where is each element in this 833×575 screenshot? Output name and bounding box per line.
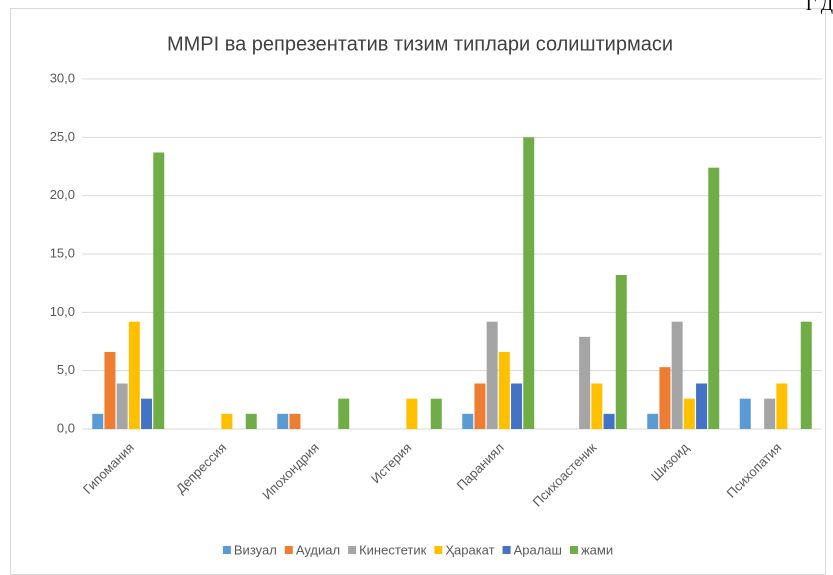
bar xyxy=(141,398,153,429)
bar xyxy=(92,413,104,429)
bar xyxy=(462,413,474,429)
y-tick-label: 20,0 xyxy=(50,187,75,202)
legend-swatch xyxy=(569,546,578,554)
bar xyxy=(696,383,708,429)
legend-label: жами xyxy=(581,542,613,557)
y-tick-label: 25,0 xyxy=(50,129,75,144)
y-tick-label: 15,0 xyxy=(50,245,75,260)
y-tick-label: 5,0 xyxy=(57,362,75,377)
bar xyxy=(764,398,776,429)
legend-label: Визуал xyxy=(234,542,277,557)
legend-swatch xyxy=(348,546,357,554)
bar xyxy=(591,383,603,429)
bar xyxy=(659,367,671,429)
bar xyxy=(683,398,695,429)
bar xyxy=(671,321,683,429)
chart-area xyxy=(10,8,826,575)
bar xyxy=(647,413,659,429)
bar xyxy=(708,167,720,429)
bar xyxy=(776,383,788,429)
legend-swatch xyxy=(434,546,443,554)
bar xyxy=(615,275,627,429)
bar xyxy=(430,398,442,429)
y-tick-label: 30,0 xyxy=(50,70,75,85)
bar xyxy=(128,321,140,429)
bar xyxy=(603,413,615,429)
legend-swatch xyxy=(502,546,511,554)
y-tick-label: 0,0 xyxy=(57,420,75,435)
bar xyxy=(739,398,751,429)
legend-label: Аралаш xyxy=(514,542,562,557)
legend-label: Ҳаракат xyxy=(445,542,494,557)
bar xyxy=(289,413,301,429)
bar xyxy=(277,413,289,429)
y-tick-label: 10,0 xyxy=(50,304,75,319)
bar xyxy=(406,398,418,429)
bar xyxy=(474,383,486,429)
bar xyxy=(486,321,498,429)
bar xyxy=(245,413,257,429)
corner-text: Г Д xyxy=(806,0,833,14)
bar xyxy=(116,383,128,429)
bar xyxy=(338,398,350,429)
chart-title: MMPI ва репрезентатив тизим типлари соли… xyxy=(167,33,673,55)
bar xyxy=(221,413,233,429)
bar xyxy=(511,383,523,429)
legend-label: Кинестетик xyxy=(359,542,427,557)
bar xyxy=(579,336,591,429)
bar xyxy=(104,352,116,429)
legend-label: Аудиал xyxy=(296,542,340,557)
bar xyxy=(523,137,535,430)
bar xyxy=(800,321,812,429)
bar xyxy=(153,152,165,429)
legend-swatch xyxy=(222,546,231,554)
bar xyxy=(498,352,510,429)
legend-swatch xyxy=(284,546,293,554)
